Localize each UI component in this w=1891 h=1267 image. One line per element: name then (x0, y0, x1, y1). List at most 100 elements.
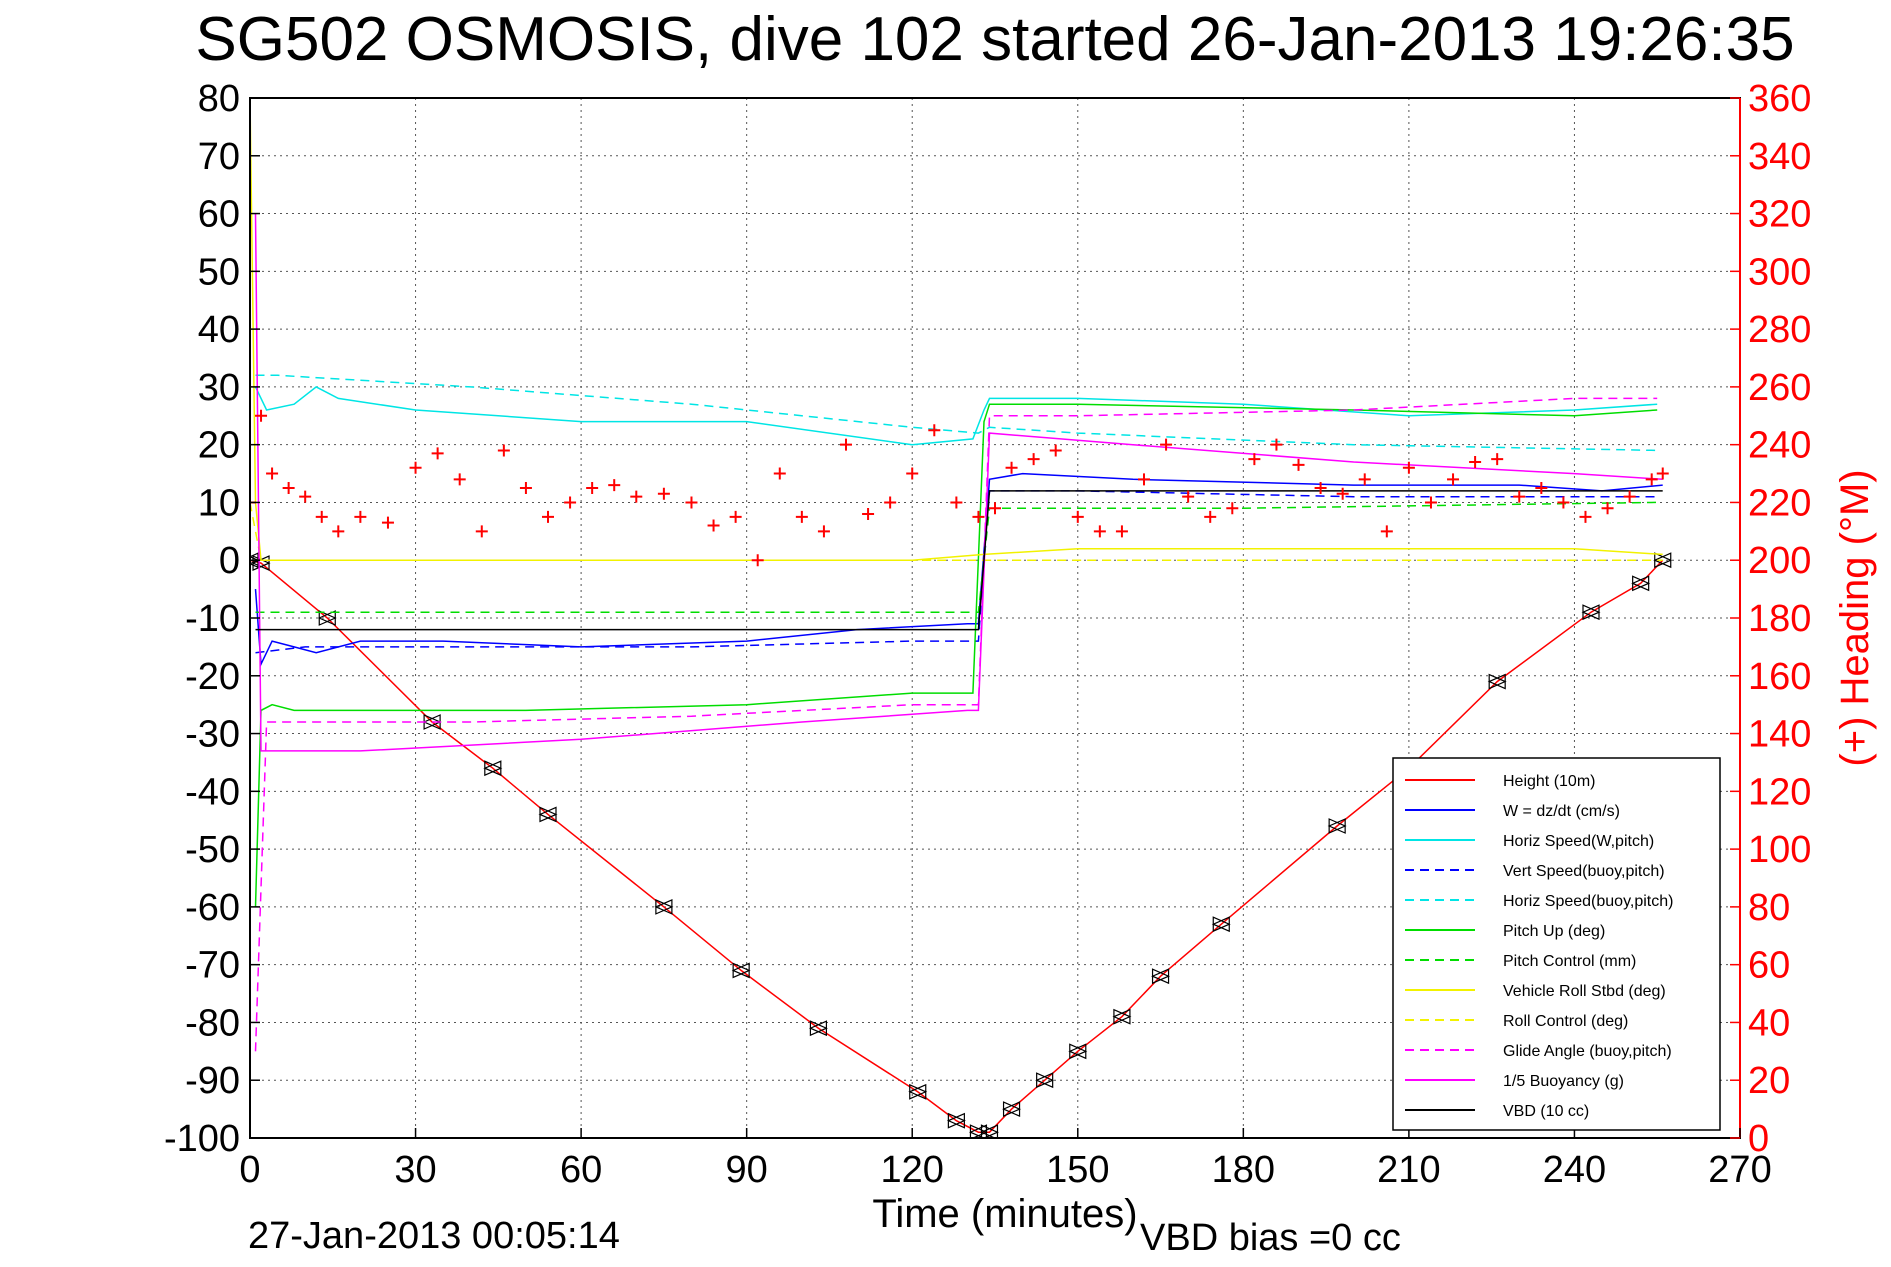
heading-point (282, 482, 295, 494)
x-axis-label: Time (minutes) (872, 1192, 1137, 1236)
y2-tick-label: 280 (1748, 309, 1811, 351)
heading-point (707, 519, 720, 532)
height-point-marker (538, 806, 558, 823)
legend-entry-label: W = dz/dt (cm/s) (1503, 803, 1620, 820)
chart-title: SG502 OSMOSIS, dive 102 started 26-Jan-2… (195, 5, 1794, 74)
heading-point (1601, 502, 1614, 515)
legend-entry-label: Pitch Control (mm) (1503, 953, 1636, 970)
heading-point (1160, 438, 1173, 451)
heading-point (989, 502, 1001, 515)
heading-point (453, 473, 466, 486)
legend-entry-label: Vert Speed(buoy,pitch) (1503, 863, 1665, 880)
legend-entry-label: 1/5 Buoyancy (g) (1503, 1073, 1624, 1090)
heading-point (1424, 496, 1437, 509)
height-point-marker (1631, 575, 1651, 592)
height-point-marker (731, 962, 751, 979)
heading-point (1535, 482, 1548, 494)
y2-tick-label: 360 (1748, 78, 1811, 120)
y2-tick-label: 40 (1748, 1002, 1790, 1044)
heading-point (950, 496, 963, 509)
y-tick-label: -100 (164, 1118, 240, 1160)
heading-point (1513, 490, 1526, 503)
heading-point (586, 482, 599, 494)
y2-tick-label: 20 (1748, 1060, 1790, 1102)
series-line-vbd-10-cc (255, 490, 1663, 631)
heading-point (1557, 496, 1570, 509)
legend-entry-label: Glide Angle (buoy,pitch) (1503, 1043, 1672, 1060)
y2-tick-label: 120 (1748, 771, 1811, 813)
heading-point (1115, 525, 1128, 538)
height-point-marker (1002, 1101, 1022, 1118)
heading-point (1380, 525, 1393, 538)
height-point-marker (1487, 673, 1507, 690)
y2-tick-label: 300 (1748, 251, 1811, 293)
x-tick-label: 270 (1708, 1149, 1771, 1191)
x-tick-label: 90 (726, 1149, 768, 1191)
footer-timestamp: 27-Jan-2013 00:05:14 (248, 1215, 620, 1257)
height-point-marker (1068, 1043, 1088, 1060)
series-line-horiz-speed-w-pitch (254, 386, 1658, 446)
y2-tick-label: 140 (1748, 714, 1811, 756)
heading-point (630, 490, 643, 503)
y2-tick-label: 60 (1748, 945, 1790, 987)
legend-entry-label: Roll Control (deg) (1503, 1013, 1628, 1030)
height-point-marker (1327, 818, 1347, 834)
heading-point (1204, 510, 1217, 523)
heading-point (608, 479, 621, 492)
heading-point (729, 510, 742, 523)
heading-point (255, 409, 268, 422)
heading-point (862, 508, 875, 520)
series-line-glide-angle-buoy-pitch (254, 397, 1658, 1052)
height-point-marker (317, 610, 337, 626)
y-tick-label: 0 (219, 540, 240, 582)
heading-point (1491, 453, 1504, 466)
legend: Height (10m) W = dz/dt (cm/s) Horiz Speed(… (1392, 757, 1721, 1131)
height-point-marker (483, 760, 503, 777)
heading-point (1071, 510, 1084, 523)
y-tick-label: -80 (185, 1002, 240, 1044)
y2-tick-label: 0 (1748, 1118, 1769, 1160)
x-axis-ticks: 0 30 60 90 120 150 180 210 240 270 (239, 1128, 1772, 1191)
series-layer (250, 98, 1673, 1138)
heading-point (795, 510, 808, 523)
y2-tick-label: 160 (1748, 656, 1811, 698)
height-point-marker (654, 898, 674, 915)
heading-point (1623, 490, 1636, 503)
heading-point (409, 461, 422, 474)
heading-point (1314, 482, 1327, 494)
heading-point (657, 487, 670, 500)
y-axis-ticks: 80 70 60 50 40 30 20 10 0 -10 -20 -30 -40 -50 -60 -70 -8… (164, 78, 260, 1160)
y2-tick-label: 80 (1748, 887, 1790, 929)
height-point-marker (946, 1112, 966, 1129)
series-line-vert-speed-buoy-pitch (255, 490, 1658, 654)
heading-point (1270, 438, 1283, 451)
heading-point (751, 554, 764, 567)
height-point-marker (968, 1124, 988, 1138)
series-line-pitch-up-deg (254, 403, 1658, 907)
height-point-marker (1151, 968, 1171, 985)
heading-point (431, 447, 444, 460)
heading-point (475, 525, 488, 538)
x-tick-label: 60 (560, 1149, 602, 1191)
heading-point (1469, 456, 1482, 468)
heading-point (1005, 461, 1018, 474)
x-tick-label: 210 (1377, 1149, 1440, 1191)
y-tick-label: -50 (185, 829, 240, 871)
y2-tick-label: 220 (1748, 482, 1811, 524)
y2-tick-label: 200 (1748, 540, 1811, 582)
y-tick-label: -90 (185, 1060, 240, 1102)
heading-point (299, 490, 312, 503)
legend-entry-label: VBD (10 cc) (1503, 1103, 1589, 1120)
heading-point (906, 467, 919, 480)
heading-point (1447, 473, 1460, 486)
heading-point (773, 467, 786, 480)
heading-point (840, 438, 852, 451)
legend-box (1392, 757, 1721, 1131)
y2-axis-label: (+) Heading (°M) (1833, 469, 1877, 766)
height-point-marker (979, 1124, 999, 1138)
y-tick-label: 70 (198, 136, 240, 178)
heading-point (354, 510, 367, 523)
heading-point (972, 510, 985, 523)
